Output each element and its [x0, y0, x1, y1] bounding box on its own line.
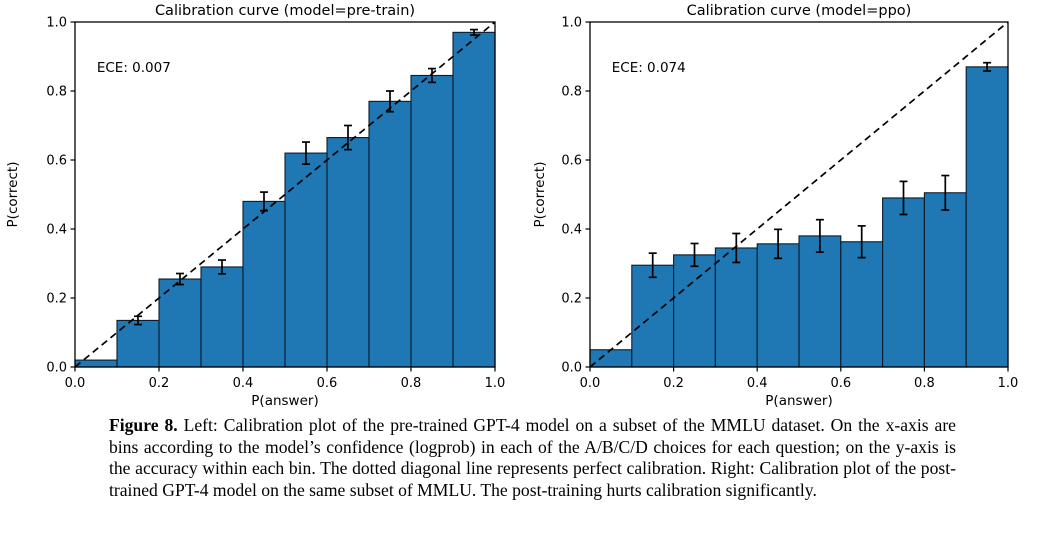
x-axis-label: P(answer) [765, 393, 832, 409]
y-tick-label: 0.4 [46, 223, 67, 238]
histogram-bar [410, 74, 454, 368]
histogram-bar [714, 247, 758, 368]
histogram-bar [840, 241, 884, 368]
histogram-bar [673, 254, 716, 368]
calibration-chart-pretrain: 0.0 0.2 0.4 0.6 0.8 1.0 0.0 0.2 0.4 0.6 0.8 1.0 Cali… [5, 3, 506, 409]
y-tick-label: 0.8 [561, 85, 582, 100]
x-tick-label: 0.0 [580, 376, 601, 391]
histogram-bar [589, 349, 633, 368]
y-tick-label: 0.0 [561, 361, 582, 376]
calibration-chart-ppo: 0.0 0.2 0.4 0.6 0.8 1.0 0.0 0.2 0.4 0.6 0.8 1.0 Cali… [532, 3, 1019, 409]
y-tick-label: 0.6 [46, 154, 67, 169]
x-tick-label: 0.8 [914, 376, 935, 391]
x-tick-label: 0.4 [747, 376, 768, 391]
y-axis-label: P(correct) [5, 162, 21, 228]
x-tick-label: 0.8 [401, 376, 422, 391]
chart-title: Calibration curve (model=pre-train) [155, 3, 415, 19]
y-tick-label: 0.6 [561, 154, 582, 169]
diagonal-line [74, 21, 496, 368]
x-tick-label: 0.0 [65, 376, 86, 391]
figure-caption-label: Figure 8. [109, 415, 178, 435]
figure-caption: Figure 8. Left: Calibration plot of the … [109, 415, 956, 501]
plot-frame [589, 21, 1009, 368]
histogram-bar [965, 66, 1009, 368]
x-tick-label: 0.2 [663, 376, 684, 391]
histogram-bar [882, 197, 925, 368]
figure-caption-text: Left: Calibration plot of the pre-traine… [109, 415, 956, 500]
y-tick-label: 0.0 [46, 361, 67, 376]
y-tick-label: 1.0 [46, 16, 67, 31]
histogram-bar [452, 31, 496, 368]
x-tick-label: 0.4 [233, 376, 254, 391]
chart-title: Calibration curve (model=ppo) [687, 3, 912, 19]
histogram-bar [158, 278, 202, 368]
histogram-bar [368, 100, 412, 368]
histogram-bar [116, 319, 160, 368]
x-tick-label: 0.2 [149, 376, 170, 391]
histogram-bar [756, 243, 800, 368]
x-tick-label: 0.6 [830, 376, 851, 391]
charts-row: 0.0 0.2 0.4 0.6 0.8 1.0 0.0 0.2 0.4 0.6 0.8 1.0 Cali… [5, 3, 1019, 409]
histogram-bar [798, 235, 842, 368]
y-tick-label: 0.4 [561, 223, 582, 238]
y-tick-label: 0.2 [561, 292, 582, 307]
x-tick-label: 0.6 [317, 376, 338, 391]
y-tick-label: 1.0 [561, 16, 582, 31]
diagonal-line [589, 21, 1009, 368]
x-axis-label: P(answer) [251, 393, 318, 409]
y-tick-label: 0.8 [46, 85, 67, 100]
ece-annotation: ECE: 0.074 [612, 60, 686, 76]
histogram-bar [200, 266, 244, 368]
x-tick-label: 1.0 [998, 376, 1019, 391]
ece-annotation: ECE: 0.007 [97, 60, 171, 76]
y-tick-label: 0.2 [46, 292, 67, 307]
histogram-bar [923, 192, 967, 368]
histogram-bar [74, 359, 118, 368]
x-tick-label: 1.0 [485, 376, 506, 391]
histogram-bar [326, 137, 370, 368]
y-axis-label: P(correct) [532, 162, 548, 228]
histogram-bar [242, 200, 286, 368]
plot-frame [74, 21, 496, 368]
histogram-bar [284, 152, 328, 368]
